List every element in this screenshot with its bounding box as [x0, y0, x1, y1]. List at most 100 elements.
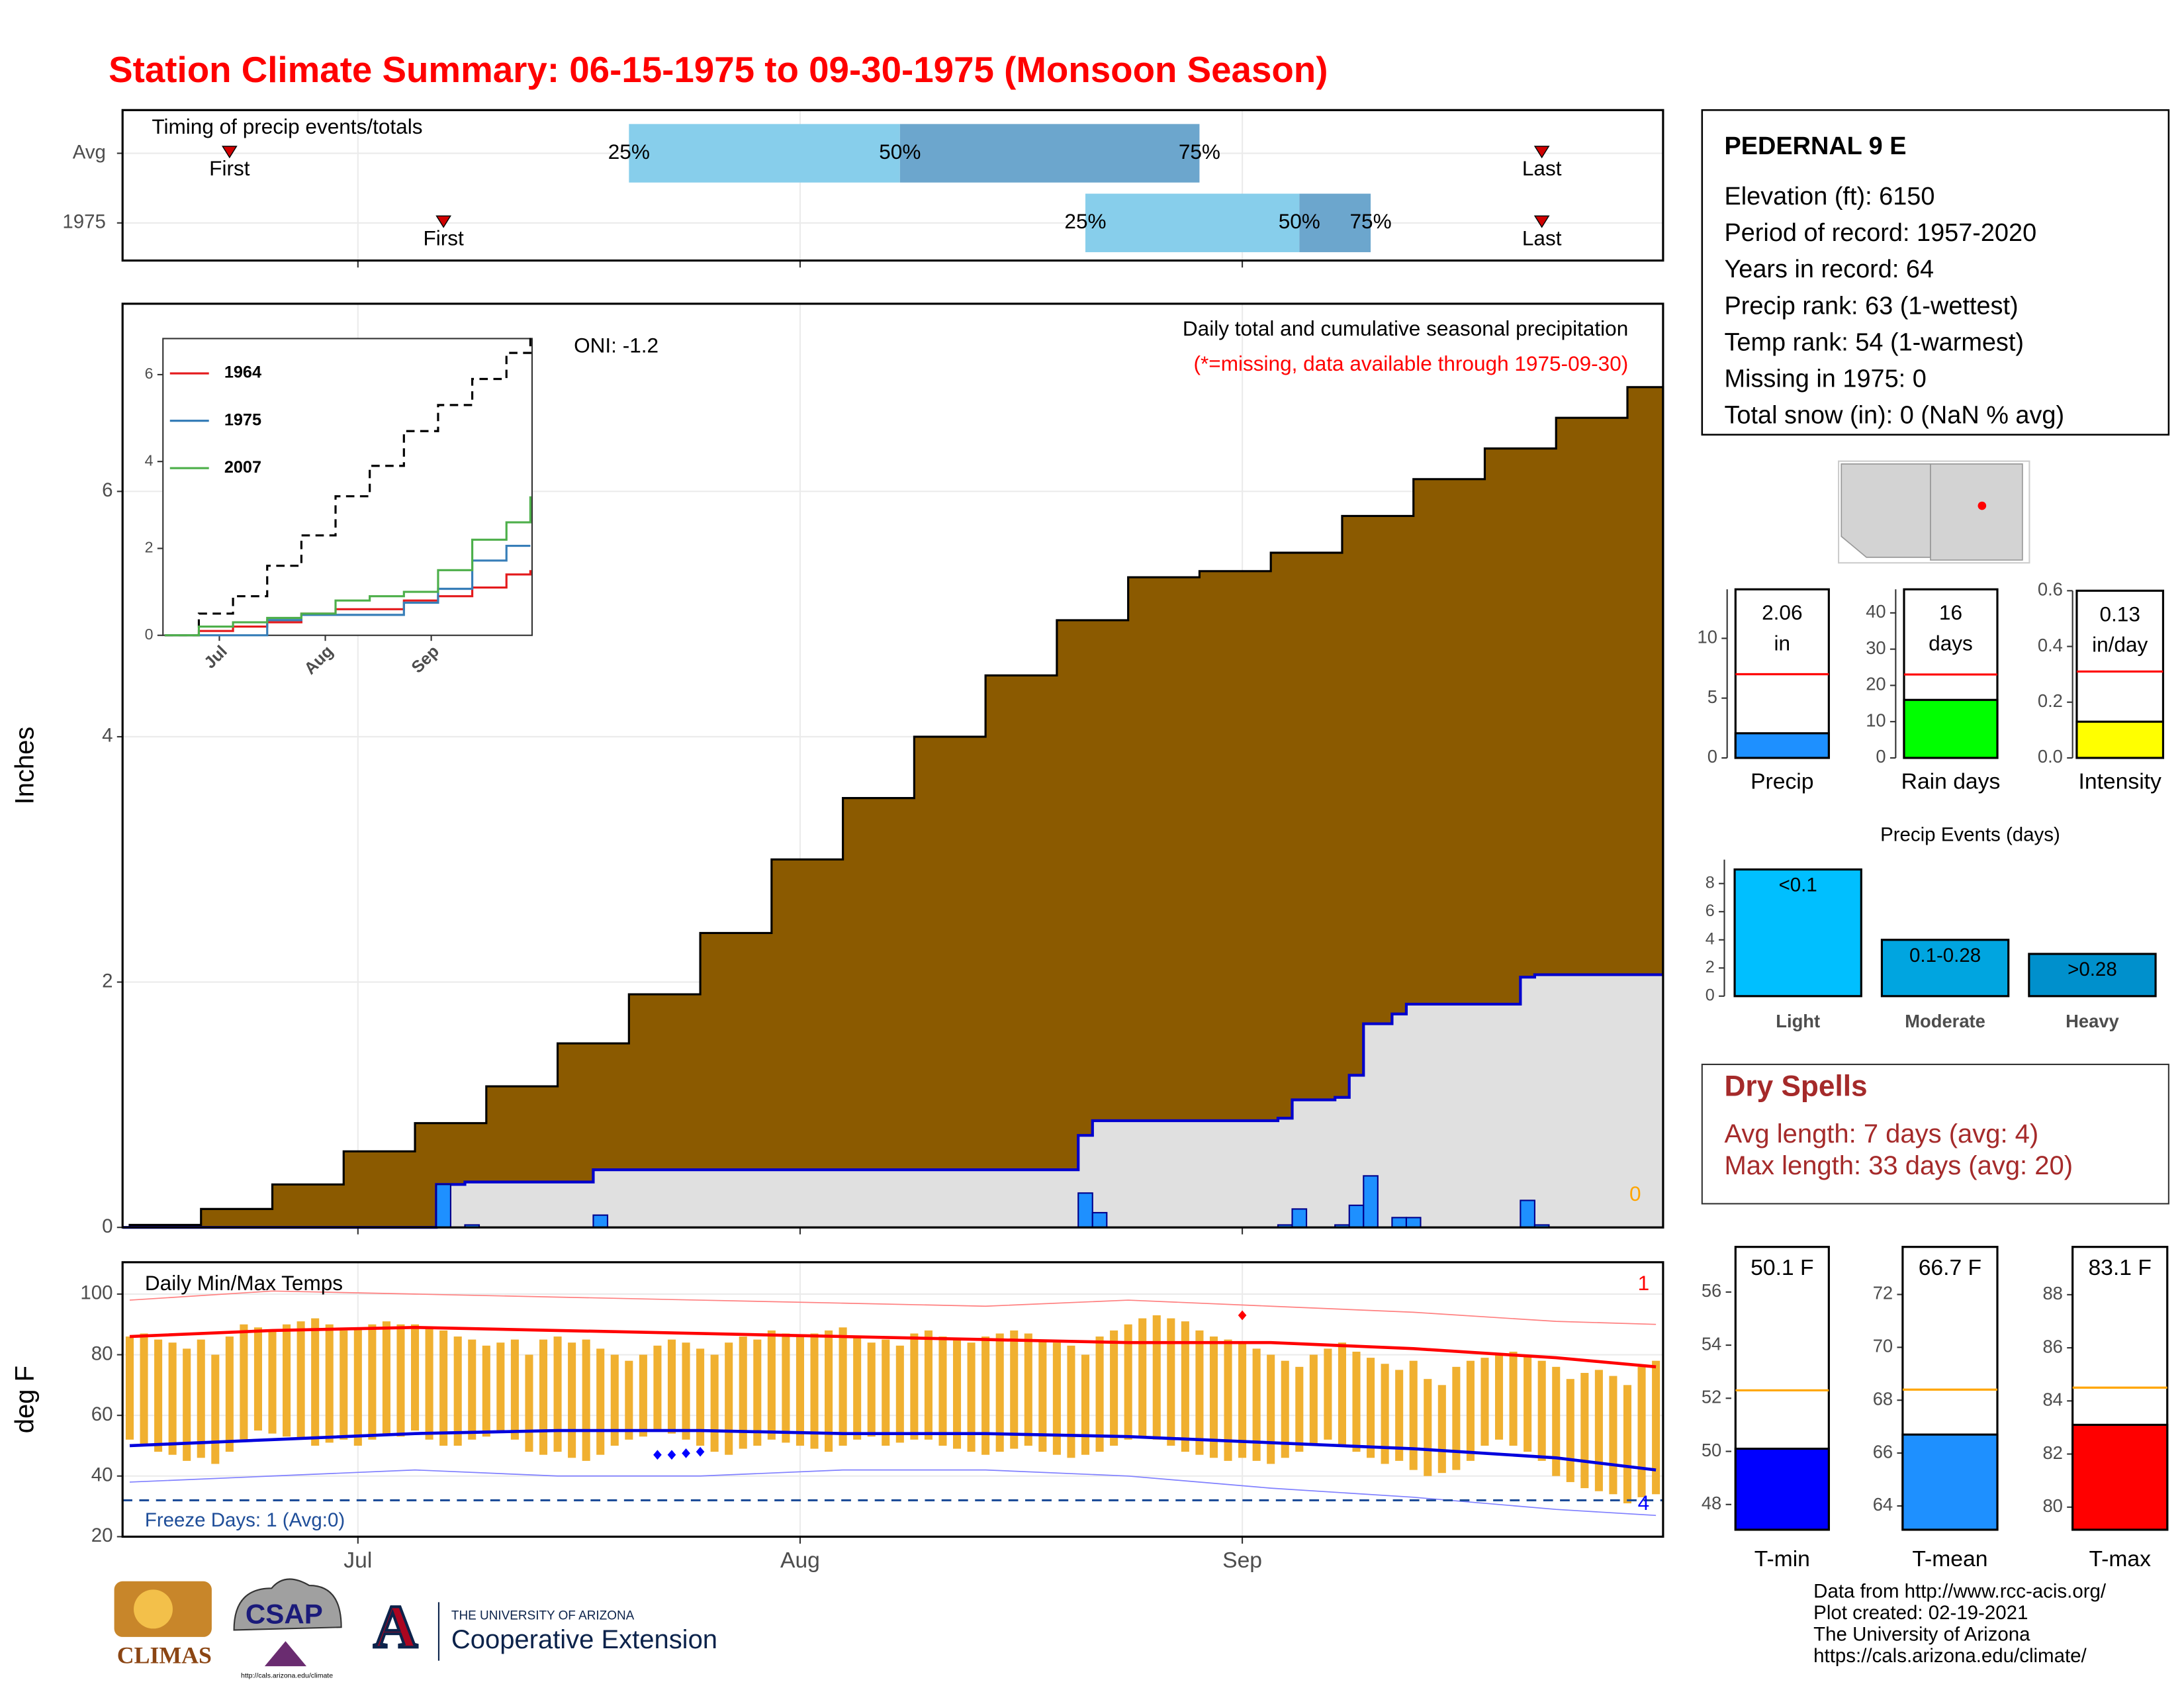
temp-range-bar	[311, 1318, 320, 1446]
y-tick-label: 0	[1876, 746, 1886, 767]
temp-range-bar	[725, 1342, 733, 1455]
temp-range-bar	[1095, 1336, 1104, 1452]
cumulative-area	[122, 974, 1663, 1228]
temp-range-bar	[767, 1330, 776, 1440]
temp-range-bar	[1637, 1366, 1646, 1497]
temp-range-bar	[1195, 1330, 1204, 1455]
temp-range-bar	[453, 1336, 462, 1446]
y-axis-title: Inches	[11, 727, 40, 805]
y-tick-label: 84	[2042, 1389, 2062, 1410]
csap-logo-text: CSAP	[246, 1598, 323, 1629]
y-tick-label: 86	[2042, 1336, 2062, 1356]
temp-range-bar	[1466, 1360, 1475, 1461]
last-label: Last	[1522, 226, 1562, 250]
chart-title: Precip Events (days)	[1880, 824, 2060, 846]
panel-border	[121, 303, 1664, 1229]
temp-range-bar	[753, 1339, 762, 1446]
y-tick-label: 54	[1702, 1333, 1721, 1354]
y-tick-label: 68	[1873, 1388, 1893, 1409]
record-marker	[667, 1450, 676, 1460]
y-tick-label: 2	[102, 970, 113, 992]
temp-range-bar	[682, 1342, 690, 1440]
inset-line	[164, 338, 531, 637]
temp-range-bar	[410, 1324, 420, 1431]
temp-range-bar	[1309, 1354, 1318, 1446]
temp-range-bar	[910, 1333, 919, 1440]
temp-range-bar	[468, 1339, 477, 1440]
csap-url: http://cals.arizona.edu/climate	[241, 1672, 333, 1680]
range-lower	[1085, 193, 1300, 252]
bin-label: <0.1	[1779, 874, 1817, 896]
climas-logo-text: CLIMAS	[117, 1642, 212, 1669]
temp-range-bar	[482, 1345, 490, 1437]
temp-range-bar	[1052, 1342, 1061, 1455]
y-tick-label: Avg	[73, 141, 106, 163]
category-label: T-mean	[1912, 1547, 1987, 1571]
y-tick-label: 30	[1866, 637, 1886, 658]
daily-precip-bar	[592, 1214, 609, 1229]
quantile-label: 75%	[1349, 209, 1391, 233]
daily-precip-bar	[1091, 1211, 1108, 1229]
temp-range-bar	[952, 1339, 962, 1449]
bar	[1734, 1447, 1830, 1531]
bar	[1880, 939, 2010, 998]
daily-precip-bar	[435, 1184, 451, 1229]
temp-range-bar	[325, 1324, 334, 1443]
y-tick-label: 0	[102, 1215, 113, 1237]
temp-range-bar	[610, 1354, 619, 1446]
map-arizona	[1841, 463, 1931, 558]
temp-range-bar	[967, 1342, 976, 1452]
inset-frame	[162, 338, 533, 636]
x-tick-label: Heavy	[2066, 1011, 2119, 1031]
daily-precip-bar	[1077, 1192, 1093, 1229]
temp-range-bar	[639, 1354, 647, 1437]
temp-range-bar	[924, 1330, 933, 1440]
temp-range-bar	[938, 1336, 947, 1446]
value-label: 2.06 in	[1762, 601, 1802, 655]
inset-line	[164, 570, 531, 637]
page-title: Station Climate Summary: 06-15-1975 to 0…	[109, 49, 1328, 90]
x-tick-label: Jul	[343, 1548, 372, 1573]
y-tick-label: 20	[91, 1524, 113, 1546]
bin-label: 0.1-0.28	[1909, 945, 1981, 966]
dry-spells-box	[1701, 1063, 2169, 1205]
bar	[2071, 1423, 2169, 1531]
legend-label: 1964	[224, 363, 261, 382]
credit-line: Data from http://www.rcc-acis.org/	[1813, 1580, 2107, 1602]
temp-range-bar	[1524, 1354, 1532, 1452]
station-name: PEDERNAL 9 E	[1724, 132, 1906, 160]
y-tick-label: 80	[2042, 1495, 2062, 1516]
y-tick-label: 40	[91, 1464, 113, 1486]
y-tick-label: 5	[1707, 686, 1717, 707]
map-new-mexico	[1930, 463, 2023, 561]
y-tick-label: 2	[1706, 958, 1715, 976]
oni-annotation: ONI: -1.2	[574, 333, 659, 357]
temp-range-bar	[154, 1339, 163, 1452]
bar	[1901, 1433, 1999, 1531]
missing-count: 0	[1629, 1182, 1641, 1205]
panel-border	[121, 1261, 1664, 1538]
temp-range-bar	[1252, 1348, 1261, 1461]
temp-range-bar	[1437, 1385, 1446, 1474]
inset-line	[164, 496, 531, 637]
range-upper	[899, 124, 1200, 183]
y-tick-label: 6	[102, 479, 113, 501]
quantile-label: 50%	[879, 140, 921, 164]
average-cumulative-area	[128, 386, 1664, 1229]
temp-range-bar	[1381, 1364, 1389, 1464]
temp-range-bar	[1067, 1345, 1075, 1458]
temp-range-bar	[382, 1321, 390, 1434]
credit-line: Plot created: 02-19-2021	[1813, 1602, 2028, 1624]
temp-range-bar	[582, 1339, 590, 1461]
charts: Avg 25% 50% 75% First Last 1975 25% 50% 75% First L…	[11, 109, 2169, 1573]
temp-range-bar	[1609, 1376, 1617, 1495]
temp-range-bar	[796, 1336, 804, 1446]
low-count: 4	[1638, 1491, 1650, 1515]
temp-range-bar	[1395, 1370, 1404, 1461]
ua-mark-bg	[359, 1605, 432, 1658]
temp-range-bar	[1537, 1360, 1546, 1461]
y-tick-label: 64	[1873, 1494, 1893, 1515]
y-tick-label: 72	[1873, 1283, 1893, 1303]
temp-range-bar	[1580, 1373, 1589, 1489]
temp-range-bar	[553, 1336, 562, 1452]
